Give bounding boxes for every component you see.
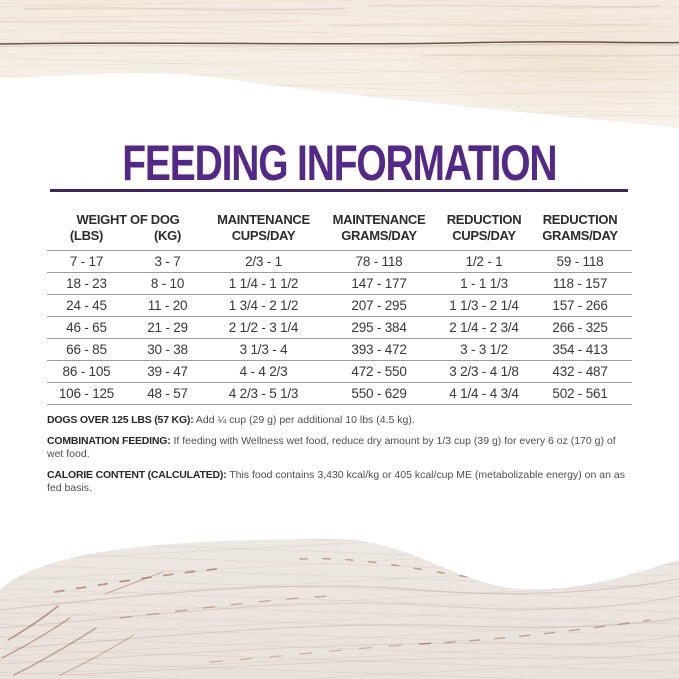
column-header-weight-of-dog: WEIGHT OF DOG	[76, 212, 180, 227]
column-header-maintenance-cups: MAINTENANCE	[217, 212, 310, 227]
wood-texture-bottom	[0, 532, 679, 679]
wood-grain-bottom-svg	[0, 532, 679, 679]
table-cell-reduction-cups: 3 - 3 1/2	[440, 338, 529, 361]
table-cell-lbs: 86 - 105	[47, 360, 126, 383]
table-cell-reduction-cups: 1/2 - 1	[440, 250, 529, 273]
table-row: 46 - 65 21 - 29 2 1/2 - 3 1/4 295 - 384 2 1/…	[47, 316, 633, 339]
note-text: Add ¼ cup (29 g) per additional 10 lbs (…	[195, 414, 415, 426]
column-subheader-maintenance-grams-day: GRAMS/DAY	[341, 228, 417, 243]
table-cell-reduction-grams: 502 - 561	[528, 382, 633, 405]
table-cell-maintenance-cups: 1 1/4 - 1 1/2	[209, 272, 319, 295]
table-cell-maintenance-cups: 4 2/3 - 5 1/3	[209, 382, 319, 405]
wood-texture-top	[0, 0, 679, 140]
table-cell-maintenance-cups: 1 3/4 - 2 1/2	[209, 294, 319, 317]
table-cell-reduction-cups: 3 2/3 - 4 1/8	[440, 360, 529, 383]
table-cell-kg: 3 - 7	[126, 250, 210, 273]
table-cell-kg: 39 - 47	[126, 360, 210, 383]
table-cell-reduction-grams: 266 - 325	[528, 316, 633, 339]
table-cell-lbs: 18 - 23	[47, 272, 126, 295]
table-cell-reduction-grams: 59 - 118	[528, 250, 633, 273]
column-subheader-reduction-cups-day: CUPS/DAY	[452, 228, 516, 243]
note-label: COMBINATION FEEDING:	[47, 434, 171, 447]
table-cell-maintenance-grams: 147 - 177	[318, 272, 441, 295]
feeding-table-body: 7 - 17 3 - 7 2/3 - 1 78 - 118 1/2 - 1 59 - 11…	[47, 250, 633, 405]
table-row: 7 - 17 3 - 7 2/3 - 1 78 - 118 1/2 - 1 59 - 11…	[47, 250, 633, 273]
note-text: If feeding with Wellness wet food, reduc…	[47, 434, 616, 461]
table-cell-kg: 11 - 20	[126, 294, 210, 317]
table-cell-maintenance-cups: 4 - 4 2/3	[209, 360, 319, 383]
table-row: 18 - 23 8 - 10 1 1/4 - 1 1/2 147 - 177 1 - 1…	[47, 272, 633, 295]
table-cell-maintenance-cups: 3 1/3 - 4	[209, 338, 319, 361]
table-cell-lbs: 46 - 65	[47, 316, 126, 339]
table-cell-kg: 48 - 57	[126, 382, 210, 405]
note-calorie-content: CALORIE CONTENT (CALCULATED): This food …	[47, 469, 627, 496]
note-combination-feeding: COMBINATION FEEDING: If feeding with Wel…	[47, 435, 627, 462]
column-header-reduction-cups: REDUCTION	[446, 212, 522, 227]
table-cell-reduction-cups: 2 1/4 - 2 3/4	[440, 316, 529, 339]
table-cell-maintenance-grams: 207 - 295	[318, 294, 441, 317]
table-cell-maintenance-grams: 472 - 550	[318, 360, 441, 383]
table-row: 66 - 85 30 - 38 3 1/3 - 4 393 - 472 3 - 3 1/…	[47, 338, 633, 361]
note-dogs-over-125: DOGS OVER 125 LBS (57 KG): Add ¼ cup (29…	[47, 414, 627, 428]
table-cell-lbs: 106 - 125	[47, 382, 126, 405]
table-cell-kg: 30 - 38	[126, 338, 210, 361]
column-subheader-kg: (KG)	[154, 228, 181, 243]
table-cell-maintenance-grams: 295 - 384	[318, 316, 441, 339]
footnotes: DOGS OVER 125 LBS (57 KG): Add ¼ cup (29…	[47, 414, 627, 503]
table-cell-reduction-grams: 157 - 266	[528, 294, 633, 317]
table-cell-reduction-grams: 432 - 487	[528, 360, 633, 383]
table-cell-lbs: 66 - 85	[47, 338, 126, 361]
column-subheader-lbs: (LBS)	[69, 228, 104, 243]
page-title: FEEDING INFORMATION	[122, 135, 557, 191]
table-cell-kg: 8 - 10	[126, 272, 210, 295]
title-row: FEEDING INFORMATION	[0, 138, 679, 188]
column-subheader-reduction-grams-day: GRAMS/DAY	[542, 228, 618, 243]
table-cell-reduction-grams: 354 - 413	[528, 338, 633, 361]
table-cell-maintenance-grams: 550 - 629	[318, 382, 441, 405]
table-cell-kg: 21 - 29	[126, 316, 210, 339]
title-divider	[50, 189, 628, 192]
table-row: 86 - 105 39 - 47 4 - 4 2/3 472 - 550 3 2/3 -…	[47, 360, 633, 383]
note-text: This food contains 3,430 kcal/kg or 405 …	[47, 468, 625, 495]
wood-grain-top-svg	[0, 0, 679, 140]
table-row: 106 - 125 48 - 57 4 2/3 - 5 1/3 550 - 629 4 …	[47, 382, 633, 405]
table-cell-maintenance-grams: 78 - 118	[318, 250, 441, 273]
feeding-table-header: WEIGHT OF DOG MAINTENANCE MAINTENANCE RE…	[47, 206, 632, 251]
table-cell-lbs: 24 - 45	[47, 294, 126, 317]
note-label: CALORIE CONTENT (CALCULATED):	[47, 468, 227, 481]
feeding-table: WEIGHT OF DOG MAINTENANCE MAINTENANCE RE…	[47, 206, 633, 405]
table-row: 24 - 45 11 - 20 1 3/4 - 2 1/2 207 - 295 1 1/…	[47, 294, 633, 317]
table-cell-maintenance-cups: 2 1/2 - 3 1/4	[209, 316, 319, 339]
column-subheader-maintenance-cups-day: CUPS/DAY	[231, 228, 296, 243]
table-cell-reduction-cups: 1 1/3 - 2 1/4	[440, 294, 529, 317]
table-cell-reduction-grams: 118 - 157	[528, 272, 633, 295]
table-cell-maintenance-cups: 2/3 - 1	[209, 250, 319, 273]
note-label: DOGS OVER 125 LBS (57 KG):	[47, 414, 194, 426]
column-header-maintenance-grams: MAINTENANCE	[332, 212, 426, 227]
table-cell-maintenance-grams: 393 - 472	[318, 338, 441, 361]
table-cell-lbs: 7 - 17	[47, 250, 126, 273]
table-cell-reduction-cups: 4 1/4 - 4 3/4	[440, 382, 529, 405]
column-header-reduction-grams: REDUCTION	[542, 212, 618, 227]
table-cell-reduction-cups: 1 - 1 1/3	[440, 272, 529, 295]
